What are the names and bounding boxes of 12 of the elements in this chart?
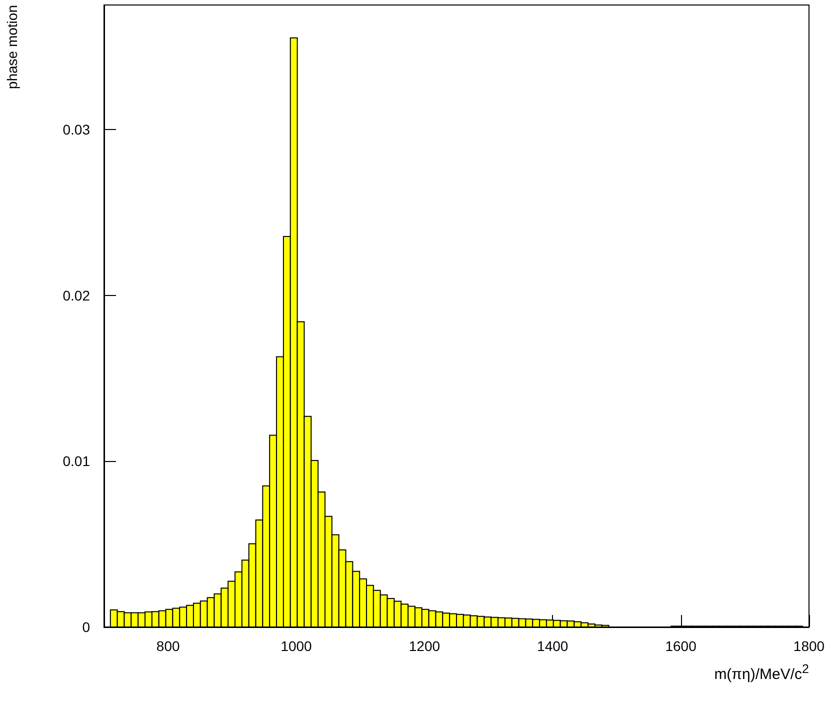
- x-axis-title: m(πη)/MeV/c$^{2}$: [714, 662, 809, 683]
- y-tick-label: 0.03: [62, 121, 90, 138]
- y-tick-label: 0.02: [62, 287, 90, 304]
- y-tick-label: 0.01: [62, 453, 90, 470]
- x-tick-label: 1200: [408, 638, 440, 654]
- x-tick-label: 800: [156, 638, 180, 654]
- x-tick-label: 1600: [665, 638, 697, 654]
- x-tick-label: 1000: [280, 638, 312, 654]
- y-tick-label: 0: [82, 619, 90, 635]
- y-axis-title: phase motion: [4, 5, 20, 90]
- x-tick-label: 1400: [537, 638, 568, 654]
- x-tick-label: 1800: [793, 638, 825, 654]
